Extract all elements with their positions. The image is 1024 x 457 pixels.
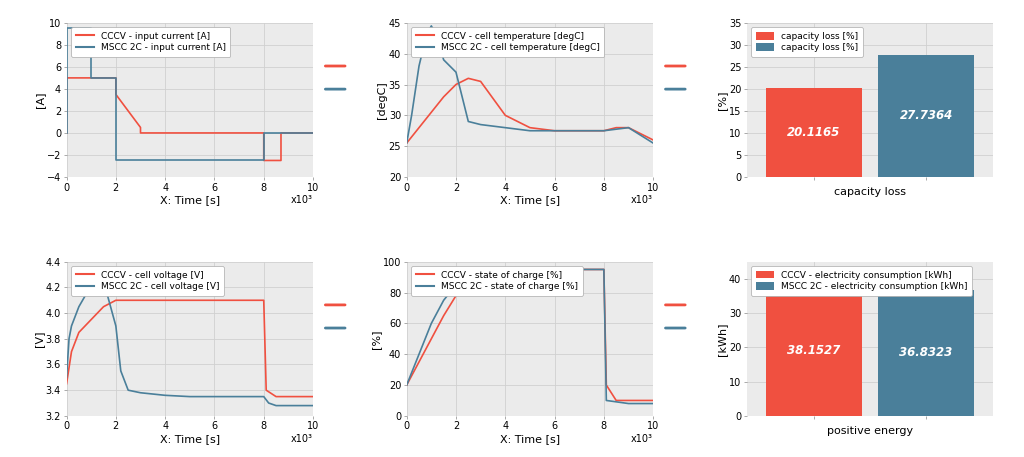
Y-axis label: [%]: [%]	[372, 329, 381, 349]
X-axis label: X: Time [s]: X: Time [s]	[160, 434, 220, 444]
Text: 27.7364: 27.7364	[899, 109, 952, 122]
Legend: CCCV - cell voltage [V], MSCC 2C - cell voltage [V]: CCCV - cell voltage [V], MSCC 2C - cell …	[71, 266, 224, 296]
Y-axis label: [V]: [V]	[34, 330, 44, 347]
X-axis label: X: Time [s]: X: Time [s]	[500, 434, 560, 444]
Legend: CCCV - input current [A], MSCC 2C - input current [A]: CCCV - input current [A], MSCC 2C - inpu…	[71, 27, 230, 57]
Legend: CCCV - cell temperature [degC], MSCC 2C - cell temperature [degC]: CCCV - cell temperature [degC], MSCC 2C …	[412, 27, 604, 57]
Text: 20.1165: 20.1165	[787, 126, 841, 139]
Y-axis label: [kWh]: [kWh]	[718, 322, 727, 356]
Bar	[879, 55, 974, 177]
Text: x10³: x10³	[631, 196, 653, 206]
X-axis label: X: Time [s]: X: Time [s]	[160, 195, 220, 205]
Text: x10³: x10³	[291, 196, 313, 206]
Text: x10³: x10³	[291, 434, 313, 444]
Y-axis label: [A]: [A]	[35, 92, 45, 108]
Text: 36.8323: 36.8323	[899, 346, 952, 359]
Y-axis label: [degC]: [degC]	[377, 81, 387, 119]
Text: x10³: x10³	[631, 434, 653, 444]
X-axis label: capacity loss: capacity loss	[834, 187, 906, 197]
Y-axis label: [%]: [%]	[718, 90, 727, 110]
Legend: CCCV - state of charge [%], MSCC 2C - state of charge [%]: CCCV - state of charge [%], MSCC 2C - st…	[412, 266, 583, 296]
X-axis label: X: Time [s]: X: Time [s]	[500, 195, 560, 205]
Bar	[766, 285, 861, 416]
Text: 38.1527: 38.1527	[787, 344, 841, 357]
Bar	[766, 88, 861, 177]
Legend: CCCV - electricity consumption [kWh], MSCC 2C - electricity consumption [kWh]: CCCV - electricity consumption [kWh], MS…	[752, 266, 972, 296]
Legend: capacity loss [%], capacity loss [%]: capacity loss [%], capacity loss [%]	[752, 27, 863, 57]
X-axis label: positive energy: positive energy	[827, 425, 913, 436]
Bar	[879, 290, 974, 416]
